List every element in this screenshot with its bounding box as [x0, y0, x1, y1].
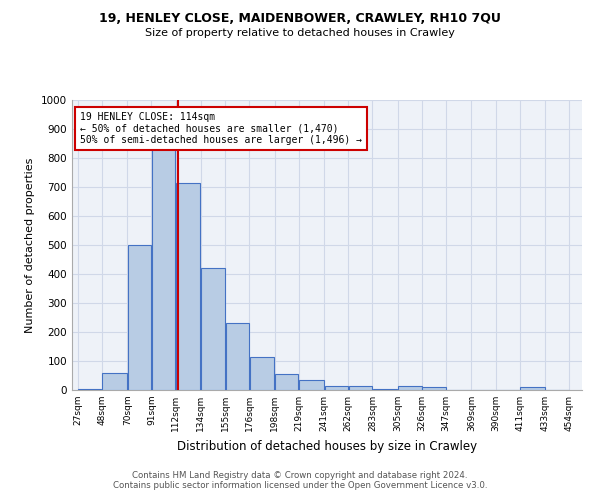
Bar [520, 387, 545, 390]
Y-axis label: Number of detached properties: Number of detached properties [25, 158, 35, 332]
Bar [275, 374, 298, 390]
Bar [373, 388, 397, 390]
Bar [128, 245, 151, 390]
Bar [176, 182, 200, 390]
X-axis label: Distribution of detached houses by size in Crawley: Distribution of detached houses by size … [177, 440, 477, 452]
Bar [202, 268, 224, 390]
Text: Contains HM Land Registry data © Crown copyright and database right 2024.
Contai: Contains HM Land Registry data © Crown c… [113, 470, 487, 490]
Bar [398, 386, 422, 390]
Bar [226, 324, 249, 390]
Text: 19, HENLEY CLOSE, MAIDENBOWER, CRAWLEY, RH10 7QU: 19, HENLEY CLOSE, MAIDENBOWER, CRAWLEY, … [99, 12, 501, 26]
Bar [152, 150, 175, 390]
Bar [78, 388, 101, 390]
Bar [325, 386, 348, 390]
Bar [250, 356, 274, 390]
Bar [299, 380, 323, 390]
Bar [103, 372, 127, 390]
Text: 19 HENLEY CLOSE: 114sqm
← 50% of detached houses are smaller (1,470)
50% of semi: 19 HENLEY CLOSE: 114sqm ← 50% of detache… [80, 112, 362, 145]
Bar [422, 387, 446, 390]
Bar [349, 386, 372, 390]
Text: Size of property relative to detached houses in Crawley: Size of property relative to detached ho… [145, 28, 455, 38]
